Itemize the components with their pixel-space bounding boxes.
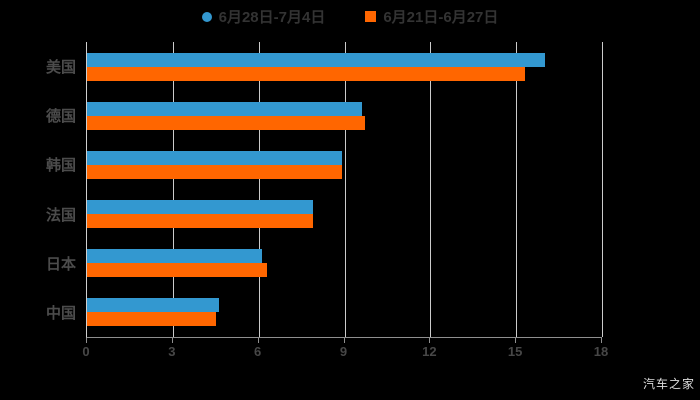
category-label-韩国: 韩国	[45, 157, 76, 175]
category-band	[87, 140, 602, 189]
bar-series1-韩国[interactable]	[87, 150, 342, 165]
legend-item-week1[interactable]: 6月21日-6月27日	[365, 6, 498, 27]
category-band	[87, 288, 602, 337]
category-band	[87, 91, 602, 140]
category-band	[87, 42, 602, 91]
category-label-德国: 德国	[45, 108, 76, 126]
x-axis-tick-label: 6	[254, 344, 262, 359]
x-axis-tick-label: 0	[82, 344, 90, 359]
gridline	[516, 42, 518, 337]
x-axis-tick	[171, 338, 173, 343]
category-label-美国: 美国	[45, 59, 76, 77]
bar-series2-中国[interactable]	[87, 312, 216, 327]
category-label-法国: 法国	[45, 206, 76, 224]
x-axis-tick	[429, 338, 431, 343]
x-axis-tick-label: 15	[507, 344, 523, 359]
bar-series1-美国[interactable]	[87, 52, 545, 67]
legend-label-week2: 6月28日-7月4日	[218, 9, 326, 26]
x-axis-tick	[515, 338, 517, 343]
x-axis-tick	[86, 338, 87, 343]
legend: 6月28日-7月4日 6月21日-6月27日	[0, 6, 700, 27]
x-axis-tick	[343, 338, 345, 343]
gridline	[430, 42, 432, 337]
legend-square-marker-icon	[365, 11, 377, 22]
gridline	[258, 42, 260, 337]
bar-series1-法国[interactable]	[87, 200, 314, 215]
gridline	[172, 42, 174, 337]
category-label-中国: 中国	[45, 304, 76, 322]
bar-series2-日本[interactable]	[87, 263, 268, 278]
gridline	[602, 42, 603, 337]
legend-item-week2[interactable]: 6月28日-7月4日	[201, 6, 326, 27]
bar-series1-日本[interactable]	[87, 249, 262, 264]
bar-series1-德国[interactable]	[87, 101, 362, 116]
bar-series2-韩国[interactable]	[87, 164, 342, 179]
category-band	[87, 239, 602, 288]
plot-area	[86, 42, 603, 338]
bar-series2-美国[interactable]	[87, 66, 525, 81]
x-axis-tick	[257, 338, 259, 343]
bar-series2-德国[interactable]	[87, 115, 365, 130]
watermark: 汽车之家	[642, 377, 695, 391]
bar-series1-中国[interactable]	[87, 298, 219, 313]
bar-series2-法国[interactable]	[87, 214, 314, 229]
x-axis-tick-label: 12	[422, 344, 437, 359]
legend-label-week1: 6月21日-6月27日	[383, 9, 499, 26]
legend-circle-marker-icon	[201, 11, 212, 22]
gridline	[344, 42, 346, 337]
category-label-日本: 日本	[45, 255, 76, 273]
x-axis-tick-label: 9	[339, 344, 348, 359]
category-band	[87, 190, 602, 239]
x-axis-tick-label: 18	[593, 344, 609, 359]
x-axis-tick	[601, 338, 602, 343]
x-axis-tick-label: 3	[168, 344, 176, 359]
